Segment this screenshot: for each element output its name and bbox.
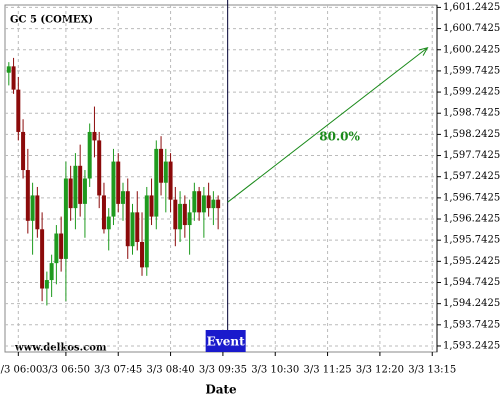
y-tick-label: 1,600.7425 <box>443 23 500 34</box>
candle-body <box>54 233 59 264</box>
candle-body <box>63 178 68 259</box>
candle-body <box>30 195 35 221</box>
y-tick-label: 1,595.2425 <box>443 256 500 267</box>
y-tick-label: 1,595.7425 <box>443 235 500 246</box>
y-tick-label: 1,593.7425 <box>443 319 500 330</box>
candle-body <box>182 203 187 226</box>
candle-body <box>97 140 102 196</box>
candle-body <box>25 170 30 221</box>
y-tick-label: 1,594.2425 <box>443 298 500 309</box>
candle-body <box>154 148 159 217</box>
y-tick-label: 1,599.7425 <box>443 65 500 76</box>
arrow-head <box>418 46 429 56</box>
candle-body <box>120 191 125 204</box>
candle-body <box>211 199 216 209</box>
candle-body <box>144 195 149 268</box>
y-tick-label: 1,600.2425 <box>443 44 500 55</box>
x-tick-label: 3/3 07:45 <box>94 365 142 376</box>
y-tick-label: 1,598.7425 <box>443 108 500 119</box>
y-tick-label: 1,596.2425 <box>443 214 500 225</box>
x-axis-label: Date <box>205 383 237 397</box>
candle-body <box>11 66 16 90</box>
x-tick-label: 3/3 09:35 <box>199 365 247 376</box>
candle-body <box>101 195 106 230</box>
forecast-arrow <box>227 47 428 203</box>
candle-body <box>197 191 202 213</box>
candle-body <box>130 212 135 247</box>
candle-body <box>59 233 64 259</box>
forecast-label: 80.0% <box>319 129 360 143</box>
x-tick-label: 3/3 13:15 <box>408 365 456 376</box>
candle-body <box>40 229 45 289</box>
candle-body <box>16 89 21 132</box>
candle-body <box>140 241 145 268</box>
y-tick-label: 1,594.7425 <box>443 277 500 288</box>
chart-title: GC 5 (COMEX) <box>10 15 93 26</box>
candle-body <box>6 66 11 73</box>
x-tick-label: 3/3 12:20 <box>356 365 404 376</box>
y-tick-label: 1,599.2425 <box>443 87 500 98</box>
candle-body <box>168 161 173 200</box>
candle-body <box>173 199 178 230</box>
candle-body <box>92 131 97 141</box>
candle-body <box>111 161 116 217</box>
y-tick-label: 1,596.7425 <box>443 192 500 203</box>
candle-body <box>35 195 40 230</box>
candle-body <box>106 216 111 230</box>
x-tick-label: 3/3 06:50 <box>42 365 90 376</box>
candle-body <box>149 195 154 217</box>
candle-body <box>21 131 26 171</box>
candle-body <box>163 161 168 183</box>
candle-body <box>216 199 221 209</box>
x-tick-label: 3/3 10:30 <box>251 365 299 376</box>
y-tick-label: 1,598.2425 <box>443 129 500 140</box>
candle-body <box>82 178 87 204</box>
candle-body <box>192 191 197 213</box>
candle-body <box>201 195 206 213</box>
y-tick-label: 1,593.2425 <box>443 340 500 351</box>
x-tick-label: 3/3 11:25 <box>304 365 352 376</box>
watermark: www.delkos.com <box>14 343 107 354</box>
x-tick-label: 3/3 08:40 <box>147 365 195 376</box>
candle-body <box>78 165 83 204</box>
event-box <box>205 330 246 352</box>
candle-body <box>206 195 211 209</box>
candle-body <box>187 212 192 226</box>
candle-body <box>68 178 73 209</box>
candle-body <box>159 148 164 183</box>
candle-body <box>49 263 54 281</box>
y-tick-label: 1,601.2425 <box>443 2 500 13</box>
y-tick-label: 1,597.7425 <box>443 150 500 161</box>
candle-body <box>87 131 92 179</box>
x-tick-label: 3/3 06:00 <box>0 365 42 376</box>
event-label: Event <box>207 335 245 349</box>
candle-body <box>178 203 183 230</box>
candle-body <box>44 280 49 289</box>
candle-body <box>73 165 78 209</box>
y-tick-label: 1,597.2425 <box>443 171 500 182</box>
candle-body <box>125 191 130 247</box>
candle-body <box>116 161 121 204</box>
candle-body <box>135 212 140 242</box>
